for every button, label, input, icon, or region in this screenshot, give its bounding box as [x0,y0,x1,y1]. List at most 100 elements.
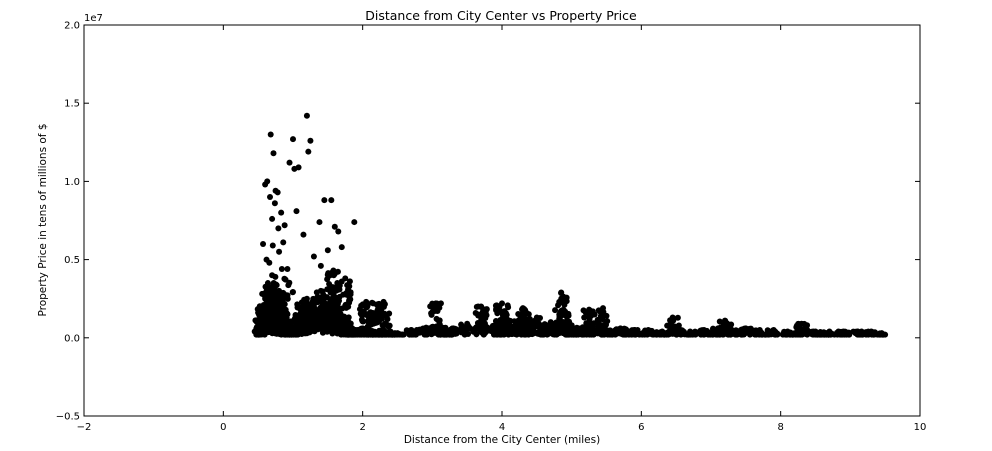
data-point [326,317,333,324]
data-point [631,331,638,338]
data-point [501,318,508,325]
data-point [493,321,500,328]
data-point [270,150,277,157]
data-point [429,323,436,330]
data-point [774,330,781,337]
data-point [475,303,482,310]
data-point [301,321,308,328]
plot-frame [83,24,921,417]
data-point [515,310,522,317]
data-point [358,316,365,323]
data-point [321,197,328,204]
data-point [525,311,532,318]
data-point [321,295,328,302]
data-point [386,310,393,317]
data-point [834,331,841,338]
data-point [555,302,562,309]
data-point [525,317,532,324]
data-point [331,223,338,230]
data-point [586,312,593,319]
data-point [658,331,665,338]
data-point [399,331,406,338]
data-point [358,325,365,332]
x-tick-label: −2 [77,422,92,433]
data-point [403,327,410,334]
data-point [338,244,345,251]
data-point [599,308,606,315]
y-offset-label: 1e7 [84,13,103,24]
data-point [267,131,274,138]
chart-title: Distance from City Center vs Property Pr… [365,8,637,23]
data-point [497,324,504,331]
data-point [458,325,465,332]
data-point [382,320,389,327]
data-point [504,327,511,334]
data-point [324,286,331,293]
data-point [779,331,786,338]
data-point [327,304,334,311]
data-point [266,259,273,266]
data-point [294,301,301,308]
data-point [279,309,286,316]
data-point [265,299,272,306]
data-point [600,327,607,334]
data-point [271,200,278,207]
data-point [862,329,869,336]
data-point [769,328,776,335]
data-point [542,329,549,336]
data-point [278,293,285,300]
data-point [741,326,748,333]
data-point [803,326,810,333]
data-point [583,325,590,332]
data-point [809,331,816,338]
data-point [269,215,276,222]
data-point [465,330,472,337]
y-tick-label: 1.0 [64,177,80,188]
data-point [326,323,333,330]
data-point [380,303,387,310]
data-point [557,324,564,331]
data-point [493,331,500,338]
data-point [336,282,343,289]
data-point [560,300,567,307]
data-point [840,331,847,338]
data-point [379,326,386,333]
data-point [324,271,331,278]
data-point [316,219,323,226]
data-point [307,137,314,144]
data-point [264,178,271,185]
data-point [408,331,415,338]
data-point [561,319,568,326]
data-point [445,329,452,336]
data-point [670,317,677,324]
data-point [583,320,590,327]
data-point [272,273,279,280]
x-tick-label: 0 [220,422,226,433]
data-point [305,148,312,155]
data-point [519,326,526,333]
data-point [374,301,381,308]
data-point [335,228,342,235]
data-point [586,329,593,336]
data-point [764,327,771,334]
x-tick-label: 10 [914,422,927,433]
data-point [347,289,354,296]
data-point [336,293,343,300]
data-point [505,304,512,311]
data-point [319,288,326,295]
data-point [293,208,300,215]
data-point [556,311,563,318]
data-point [726,329,733,336]
data-point [315,294,322,301]
data-point [334,300,341,307]
data-point [356,306,363,313]
data-point [391,331,398,338]
data-point [324,247,331,254]
data-point [820,330,827,337]
data-point [334,268,341,275]
data-point [434,327,441,334]
data-point [357,310,364,317]
data-point [260,240,267,247]
data-point [285,321,292,328]
